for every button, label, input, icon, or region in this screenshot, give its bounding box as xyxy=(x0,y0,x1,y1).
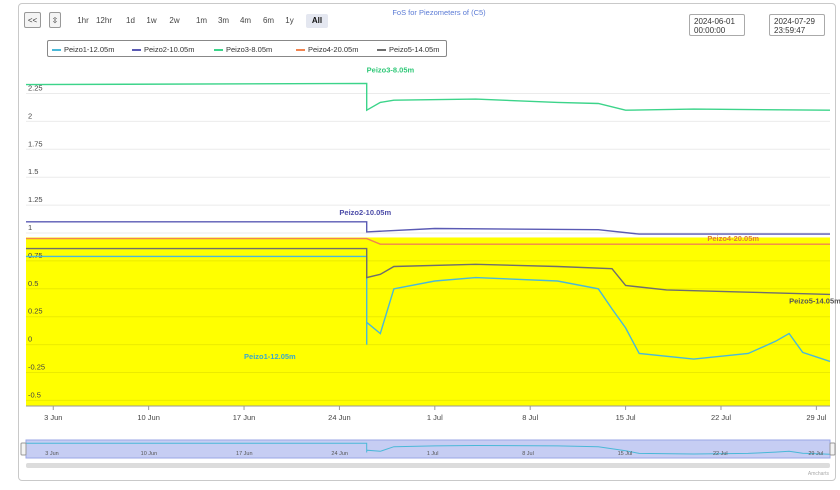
navigator-tick-label: 10 Jun xyxy=(141,451,158,457)
navigator-scrollbar[interactable] xyxy=(26,463,830,468)
x-tick-label: 3 Jun xyxy=(44,413,62,422)
legend-label: Peizo5-14.05m xyxy=(389,45,440,54)
legend-item[interactable]: Peizo3-8.05m xyxy=(214,45,272,54)
series-line xyxy=(26,237,830,245)
y-tick-label: 2 xyxy=(28,111,32,120)
y-tick-label: 0 xyxy=(28,335,32,344)
navigator-tick-label: 22 Jul xyxy=(713,451,728,457)
series-annotation: Peizo5-14.05m xyxy=(789,296,840,305)
y-tick-label: 1.5 xyxy=(28,167,38,176)
y-tick-label: -0.5 xyxy=(28,390,41,399)
y-tick-label: 2.25 xyxy=(28,83,43,92)
x-tick-label: 10 Jun xyxy=(137,413,160,422)
series-annotation: Peizo4-20.05m xyxy=(707,234,759,243)
x-tick-label: 22 Jul xyxy=(711,413,731,422)
navigator-tick-label: 17 Jun xyxy=(236,451,253,457)
zoom-1m-button[interactable]: 1m xyxy=(195,16,208,25)
navigator-tick-label: 1 Jul xyxy=(427,451,439,457)
export-icon[interactable]: ⇳ xyxy=(49,12,61,28)
zoom-6m-button[interactable]: 6m xyxy=(262,16,275,25)
legend-label: Peizo2-10.05m xyxy=(144,45,195,54)
zoom-4m-button[interactable]: 4m xyxy=(239,16,252,25)
series-line xyxy=(26,255,831,363)
x-tick-label: 1 Jul xyxy=(427,413,443,422)
start-date: 2024-06-01 xyxy=(694,17,735,26)
y-tick-label: 1.75 xyxy=(28,139,43,148)
x-tick-label: 17 Jun xyxy=(233,413,256,422)
legend-swatch xyxy=(377,48,386,51)
navigator-tick-label: 24 Jun xyxy=(331,451,348,457)
legend-item[interactable]: Peizo2-10.05m xyxy=(132,45,194,54)
y-tick-label: 0.5 xyxy=(28,279,38,288)
legend: Peizo1-12.05m Peizo2-10.05m Peizo3-8.05m Pe… xyxy=(47,40,447,57)
legend-item[interactable]: Peizo5-14.05m xyxy=(377,45,439,54)
navigator-tick-label: 29 Jul xyxy=(808,451,823,457)
x-tick-label: 24 Jun xyxy=(328,413,351,422)
y-tick-label: 1.25 xyxy=(28,195,43,204)
start-time: 00:00:00 xyxy=(694,26,726,35)
collapse-button[interactable]: << xyxy=(24,12,41,28)
legend-label: Peizo1-12.05m xyxy=(64,45,115,54)
zoom-1d-button[interactable]: 1d xyxy=(126,16,135,25)
legend-label: Peizo4-20.05m xyxy=(308,45,359,54)
navigator-line xyxy=(26,442,831,455)
series-line xyxy=(25,82,831,112)
zoom-all-button[interactable]: All xyxy=(306,14,328,28)
zoom-1y-button[interactable]: 1y xyxy=(285,16,294,25)
legend-swatch xyxy=(214,48,223,51)
zoom-3m-button[interactable]: 3m xyxy=(217,16,230,25)
series-line xyxy=(26,221,830,235)
zoom-1hr-button[interactable]: 1hr xyxy=(77,16,89,25)
navigator-left-handle[interactable] xyxy=(20,442,27,456)
zoom-12hr-button[interactable]: 12hr xyxy=(95,16,112,25)
series-annotation: Peizo1-12.05m xyxy=(244,352,296,361)
zoom-1w-button[interactable]: 1w xyxy=(146,16,157,25)
navigator-credit: Amcharts xyxy=(807,471,829,477)
legend-swatch xyxy=(52,48,61,51)
navigator-right-handle[interactable] xyxy=(829,442,836,456)
y-tick-label: 0.25 xyxy=(28,307,43,316)
legend-swatch xyxy=(132,48,141,51)
legend-item[interactable]: Peizo4-20.05m xyxy=(296,45,358,54)
series-annotation: Peizo2-10.05m xyxy=(339,208,391,217)
y-tick-label: -0.25 xyxy=(28,363,45,372)
end-date-input[interactable]: 2024-07-29 23:59:47 xyxy=(769,14,825,36)
series-annotation: Peizo3-8.05m xyxy=(367,65,415,74)
navigator-tick-label: 3 Jun xyxy=(45,451,58,457)
threshold-band xyxy=(26,237,830,406)
y-tick-label: 0.75 xyxy=(28,251,43,260)
y-tick-label: 1 xyxy=(28,223,32,232)
legend-swatch xyxy=(296,48,305,51)
navigator-tick-label: 8 Jul xyxy=(522,451,534,457)
start-date-input[interactable]: 2024-06-01 00:00:00 xyxy=(689,14,745,36)
end-time: 23:59:47 xyxy=(774,26,806,35)
x-tick-label: 8 Jul xyxy=(522,413,538,422)
legend-label: Peizo3-8.05m xyxy=(226,45,273,54)
navigator-tick-label: 15 Jul xyxy=(618,451,633,457)
zoom-2w-button[interactable]: 2w xyxy=(169,16,180,25)
series-line xyxy=(26,247,831,296)
legend-item[interactable]: Peizo1-12.05m xyxy=(52,45,114,54)
chart-title: FoS for Piezometers of (C5) xyxy=(392,8,486,17)
x-tick-label: 29 Jul xyxy=(806,413,826,422)
x-tick-label: 15 Jul xyxy=(616,413,636,422)
end-date: 2024-07-29 xyxy=(774,17,815,26)
